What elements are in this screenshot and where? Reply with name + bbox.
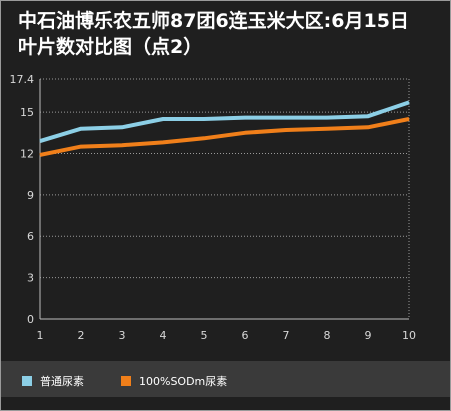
data-point-series-1 [162,118,164,120]
series-line-1 [39,100,410,144]
y-tick-label: 3 [27,272,34,285]
chart-title-line-1: 中石油博乐农五师87团6连玉米大区:6月15日 [18,10,409,32]
x-tick-label: 1 [37,329,44,342]
y-tick-label: 17.4 [10,73,35,86]
data-point-series-1 [203,118,205,120]
legend-item-series-2: 100%SODm尿素 [121,373,227,389]
data-point-series-2 [408,118,410,120]
legend-swatch-series-2 [121,376,131,386]
y-tick-label: 12 [20,147,34,160]
x-tick-label: 10 [402,329,416,342]
x-tick-label: 2 [78,329,85,342]
y-tick-label: 9 [27,189,34,202]
data-point-series-1 [408,101,410,103]
data-point-series-1 [285,117,287,119]
data-point-series-2 [121,144,123,146]
series-lines [39,100,410,157]
y-tick-label: 0 [27,313,34,326]
series-line-2 [39,117,410,157]
legend-swatch-series-1 [22,376,32,386]
data-point-series-1 [244,117,246,119]
data-point-series-1 [367,115,369,117]
x-tick-label: 8 [324,329,331,342]
legend-label-series-2: 100%SODm尿素 [139,375,228,388]
legend: 普通尿素 100%SODm尿素 [1,361,450,397]
data-point-series-1 [121,126,123,128]
data-point-series-2 [244,132,246,134]
data-point-series-2 [326,128,328,130]
y-tick-label: 6 [27,230,34,243]
data-point-series-1 [326,117,328,119]
data-point-series-2 [203,137,205,139]
x-tick-label: 9 [365,329,372,342]
data-point-series-1 [39,140,41,142]
legend-label-series-1: 普通尿素 [40,375,84,388]
x-tick-label: 4 [160,329,167,342]
x-tick-label: 7 [283,329,290,342]
data-point-series-2 [162,141,164,143]
data-point-series-2 [285,129,287,131]
data-point-series-1 [80,128,82,130]
data-point-series-2 [367,126,369,128]
data-point-series-2 [39,154,41,156]
chart-title: 中石油博乐农五师87团6连玉米大区:6月15日 叶片数对比图（点2） [18,8,448,60]
axes [39,79,409,320]
chart-title-line-2: 叶片数对比图（点2） [18,36,203,58]
x-tick-label: 6 [242,329,249,342]
legend-item-series-1: 普通尿素 [22,373,84,389]
x-tick-label: 3 [119,329,126,342]
data-point-series-2 [80,146,82,148]
y-tick-label: 15 [20,106,34,119]
x-tick-label: 5 [201,329,208,342]
